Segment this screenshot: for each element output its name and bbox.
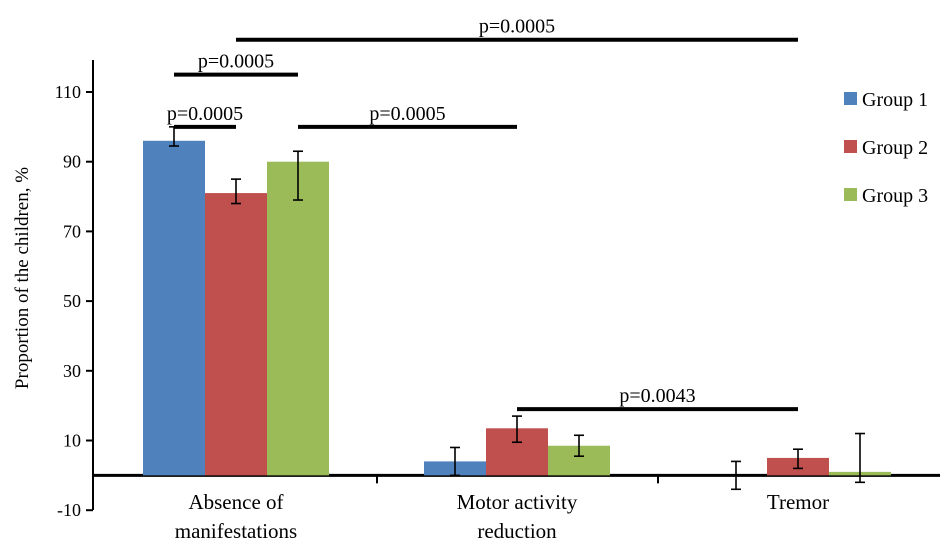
y-tick-label: -10 — [57, 500, 81, 520]
x-tick-label: Motor activity — [457, 490, 578, 514]
bar-group-2 — [205, 193, 267, 476]
bar-group-1 — [143, 140, 205, 476]
plot-area: -10 10 30 50 70 90 110 Absence of manifestations… — [55, 16, 940, 543]
x-tick-label: Tremor — [767, 490, 829, 514]
x-tick-label: reduction — [477, 519, 557, 543]
y-tick-label: 50 — [63, 291, 81, 311]
legend-swatch — [844, 140, 857, 153]
x-tick-label: manifestations — [175, 519, 297, 543]
y-tick-label: 70 — [63, 221, 81, 241]
x-tick-label: Absence of — [188, 490, 283, 514]
bar-group-3 — [267, 161, 329, 476]
significance-label: p=0.0005 — [479, 16, 555, 38]
y-axis-label: Proportion of the children, % — [12, 167, 33, 389]
legend-swatch — [844, 188, 857, 201]
legend-swatch — [844, 92, 857, 105]
legend-label: Group 3 — [862, 185, 928, 207]
significance-label: p=0.0005 — [167, 103, 243, 125]
legend-label: Group 1 — [862, 89, 928, 111]
legend-label: Group 2 — [862, 137, 928, 159]
significance-label: p=0.0043 — [619, 385, 695, 407]
y-tick-label: 110 — [55, 82, 81, 102]
significance-label: p=0.0005 — [198, 51, 274, 73]
y-tick-label: 30 — [63, 361, 81, 381]
significance-label: p=0.0005 — [369, 103, 445, 125]
y-tick-label: 90 — [63, 152, 81, 172]
y-tick-label: 10 — [63, 431, 81, 451]
